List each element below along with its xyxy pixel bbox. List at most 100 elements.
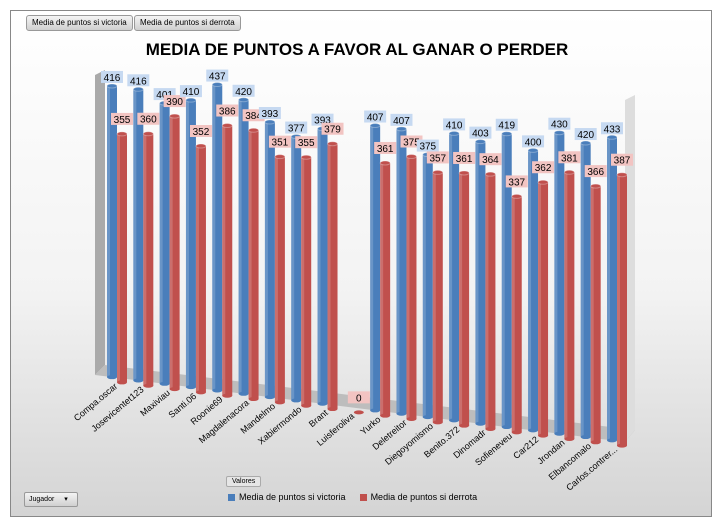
bar-victoria xyxy=(317,126,329,406)
data-label: 357 xyxy=(429,153,446,164)
bar-derrota xyxy=(537,179,549,438)
data-label: 407 xyxy=(393,116,410,127)
data-label-bg xyxy=(321,122,344,135)
bar-victoria xyxy=(264,119,276,400)
bar-victoria xyxy=(185,97,197,390)
data-label-bg xyxy=(268,135,291,148)
data-label: 375 xyxy=(403,138,420,149)
bar-victoria xyxy=(290,134,302,403)
data-label-bg xyxy=(111,112,133,125)
data-label: 360 xyxy=(140,115,157,126)
data-label-bg xyxy=(258,107,281,120)
data-label: 407 xyxy=(367,113,384,124)
data-label: 361 xyxy=(377,144,394,155)
chevron-down-icon: ▾ xyxy=(64,496,68,503)
bar-derrota xyxy=(405,154,417,422)
bar-derrota xyxy=(511,193,523,435)
bar-victoria xyxy=(448,130,460,423)
bar-victoria xyxy=(106,83,118,380)
jugador-field-dropdown[interactable]: Jugador ▾ xyxy=(24,492,78,507)
data-label: 416 xyxy=(104,73,121,84)
data-label-bg xyxy=(390,113,413,126)
bar-victoria xyxy=(501,131,513,430)
dropdown-label: Jugador xyxy=(29,496,55,503)
data-label: 384 xyxy=(245,111,262,122)
bar-derrota xyxy=(458,170,470,428)
data-label-bg xyxy=(574,128,597,141)
values-field-button[interactable]: Valores xyxy=(226,476,262,487)
data-label-bg xyxy=(101,70,123,83)
data-label: 355 xyxy=(298,138,315,149)
data-label-bg xyxy=(443,118,466,131)
bar-victoria xyxy=(606,134,618,443)
data-label: 337 xyxy=(508,177,525,188)
data-label: 400 xyxy=(525,137,542,148)
bar-victoria xyxy=(527,147,539,433)
legend-label: Media de puntos si derrota xyxy=(370,492,478,502)
data-label-bg xyxy=(426,151,449,164)
data-label-bg xyxy=(601,122,623,135)
bar-derrota xyxy=(169,113,181,392)
bar-derrota xyxy=(484,171,496,431)
bar-victoria xyxy=(553,130,565,436)
bar-derrota xyxy=(616,172,628,448)
data-label: 416 xyxy=(130,76,147,87)
data-label-bg xyxy=(505,175,528,188)
data-label: 381 xyxy=(561,153,578,164)
bar-victoria xyxy=(422,152,434,420)
data-label: 420 xyxy=(577,130,594,141)
data-label-bg xyxy=(495,118,518,131)
data-label: 437 xyxy=(209,72,226,83)
data-label-bg xyxy=(532,161,555,174)
bar-derrota xyxy=(432,169,444,425)
data-label: 386 xyxy=(219,107,236,118)
category-label: Yurko xyxy=(358,414,382,436)
data-label-bg xyxy=(311,113,334,126)
bar-victoria xyxy=(132,86,144,383)
category-label: Josevicentet123 xyxy=(89,384,145,433)
chart-title: MEDIA DE PUNTOS A FAVOR AL GANAR O PERDE… xyxy=(145,40,569,59)
side-wall xyxy=(95,70,105,375)
bar-victoria xyxy=(238,97,250,396)
bar-derrota xyxy=(327,141,339,412)
data-label-bg xyxy=(347,391,370,404)
bar-derrota xyxy=(248,127,260,402)
data-label-bg xyxy=(479,153,502,166)
data-label-bg xyxy=(285,121,308,134)
data-label-bg xyxy=(558,151,581,164)
data-label-bg xyxy=(584,165,607,178)
data-label: 433 xyxy=(604,124,621,135)
data-label-bg xyxy=(374,141,397,154)
data-label: 361 xyxy=(456,154,473,165)
data-label-bg xyxy=(469,126,492,139)
data-label-bg xyxy=(548,117,571,130)
data-label-bg xyxy=(453,151,476,164)
data-label: 410 xyxy=(446,120,463,131)
filter-button-derrota[interactable]: Media de puntos si derrota xyxy=(134,15,241,31)
legend-swatch xyxy=(228,493,235,501)
data-label: 403 xyxy=(472,129,489,140)
bar-victoria xyxy=(580,140,592,440)
bar-victoria xyxy=(211,82,223,393)
filter-button-victoria[interactable]: Media de puntos si victoria xyxy=(26,15,133,31)
bar-derrota xyxy=(116,131,128,385)
bar-derrota xyxy=(300,154,312,408)
bar-derrota xyxy=(353,410,364,415)
data-label-bg xyxy=(611,153,633,166)
bar-derrota xyxy=(563,169,575,441)
data-label-bg xyxy=(179,85,202,98)
data-label: 355 xyxy=(114,115,131,126)
bar-derrota xyxy=(221,123,233,398)
data-label-bg xyxy=(522,135,545,148)
data-label: 0 xyxy=(356,393,362,404)
data-label: 390 xyxy=(166,97,183,108)
data-label: 393 xyxy=(262,109,279,120)
bar-derrota xyxy=(590,183,602,445)
data-label: 420 xyxy=(235,87,252,98)
data-label: 362 xyxy=(535,163,552,174)
data-label: 379 xyxy=(324,125,341,136)
data-label: 366 xyxy=(587,167,604,178)
data-label: 364 xyxy=(482,155,499,166)
data-label-bg xyxy=(416,139,439,152)
